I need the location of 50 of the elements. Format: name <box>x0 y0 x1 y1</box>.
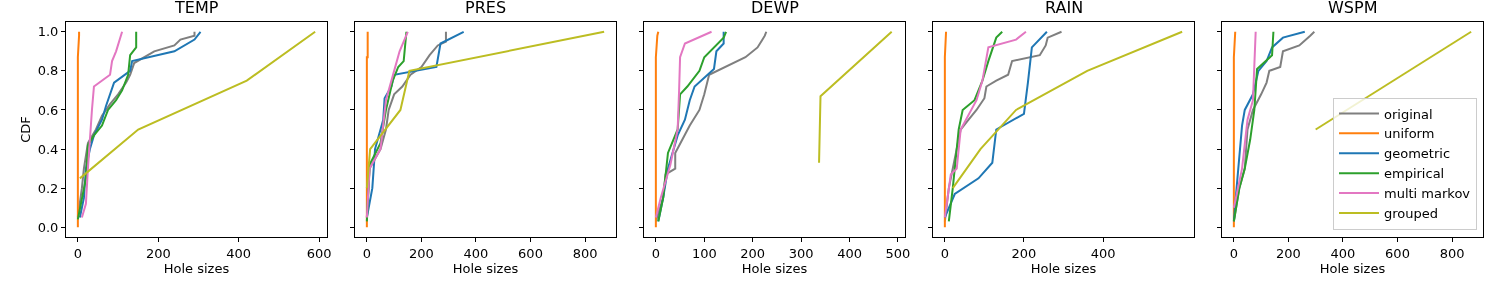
y-tick-label: 0.2 <box>37 180 59 196</box>
y-tick-label: 0.0 <box>37 219 59 235</box>
y-tick-label: 0.8 <box>37 63 59 79</box>
chart-title: DEWP <box>751 0 800 17</box>
x-axis-title: Hole sizes <box>452 261 519 277</box>
x-tick-label: 0 <box>73 245 82 261</box>
x-tick-label: 0 <box>940 245 949 261</box>
x-tick-label: 200 <box>1011 245 1037 261</box>
line-series <box>78 30 317 180</box>
x-axis-title: Hole sizes <box>741 261 808 277</box>
legend-label: grouped <box>1384 206 1439 222</box>
x-tick-label: 200 <box>409 245 434 261</box>
y-tick-label: 0.6 <box>37 102 59 118</box>
x-axis-title: Hole sizes <box>163 261 230 277</box>
x-tick-label: 500 <box>885 245 911 261</box>
chart-title: WSPM <box>1328 0 1378 17</box>
x-axis-title: Hole sizes <box>1030 261 1097 277</box>
x-tick-label: 800 <box>1439 245 1465 261</box>
x-tick-label: 600 <box>306 245 332 261</box>
x-tick-label: 0 <box>651 245 660 261</box>
x-tick-label: 100 <box>691 245 717 261</box>
legend-label: geometric <box>1384 146 1451 162</box>
x-tick-label: 0 <box>1229 245 1238 261</box>
x-tick-label: 200 <box>740 245 766 261</box>
legend-label: empirical <box>1384 166 1445 182</box>
line-series <box>76 30 81 229</box>
y-tick-label: 0.4 <box>37 141 59 157</box>
x-tick-label: 300 <box>788 245 814 261</box>
x-tick-label: 800 <box>572 245 598 261</box>
x-tick-label: 200 <box>1276 245 1301 261</box>
x-tick-label: 400 <box>837 245 862 261</box>
x-tick-label: 200 <box>145 245 171 261</box>
chart-title: RAIN <box>1045 0 1084 17</box>
legend-label: uniform <box>1384 126 1435 142</box>
chart-title: TEMP <box>174 0 219 17</box>
chart-title: PRES <box>465 0 507 17</box>
x-tick-label: 400 <box>226 245 252 261</box>
x-tick-label: 400 <box>1330 245 1356 261</box>
line-series <box>80 30 124 219</box>
x-tick-label: 0 <box>362 245 371 261</box>
legend-label: original <box>1384 106 1433 122</box>
y-tick-label: 1.0 <box>37 24 59 40</box>
x-axis-title: Hole sizes <box>1319 261 1386 277</box>
x-tick-label: 600 <box>1385 245 1410 261</box>
y-axis-title: CDF <box>17 116 33 143</box>
legend-label: multi markov <box>1384 186 1471 202</box>
x-tick-label: 400 <box>1090 245 1116 261</box>
x-tick-label: 600 <box>518 245 543 261</box>
line-series <box>76 30 138 221</box>
x-tick-label: 400 <box>463 245 489 261</box>
